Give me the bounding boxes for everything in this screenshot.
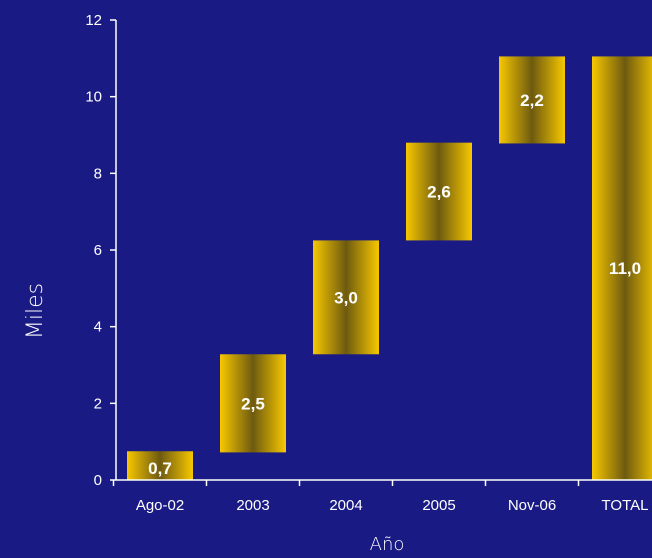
bar-2004	[313, 240, 379, 355]
bar-2003	[220, 354, 286, 453]
y-tick-label: 4	[94, 319, 102, 336]
x-axis-title: Año	[370, 534, 405, 555]
y-tick-label: 0	[94, 472, 102, 489]
bar-total	[592, 56, 652, 481]
x-tick-label: 2005	[422, 497, 455, 514]
data-label: 0,7	[148, 459, 172, 478]
data-label: 2,5	[241, 394, 265, 413]
y-tick-label: 8	[94, 165, 102, 182]
y-tick-label: 10	[85, 89, 102, 106]
bars-group	[127, 56, 652, 481]
bar-2005	[406, 142, 472, 241]
bar-nov-06	[499, 56, 565, 144]
x-ticks-group: Ago-02 2003 2004 2005 Nov-06 TOTAL	[112, 480, 649, 514]
data-label: 11,0	[609, 259, 641, 278]
y-tick-label: 6	[94, 242, 102, 259]
y-tick-label: 2	[94, 395, 102, 412]
x-tick-label: 2004	[329, 497, 362, 514]
axes-group	[115, 20, 652, 481]
data-label: 3,0	[334, 288, 358, 307]
x-tick-label: Ago-02	[136, 497, 184, 514]
data-label: 2,6	[427, 183, 451, 202]
x-tick-label: Nov-06	[508, 497, 556, 514]
y-axis-title: Miles	[23, 283, 48, 339]
data-labels-group: 0,7 2,5 3,0 2,6 2,2 11,0	[148, 91, 641, 478]
y-tick-label: 12	[85, 12, 102, 29]
x-tick-label: 2003	[236, 497, 269, 514]
data-label: 2,2	[520, 91, 544, 110]
x-tick-label: TOTAL	[602, 497, 649, 514]
bar-ago-02	[127, 451, 193, 480]
y-ticks-group: 0 2 4 6 8 10 12	[85, 12, 116, 489]
